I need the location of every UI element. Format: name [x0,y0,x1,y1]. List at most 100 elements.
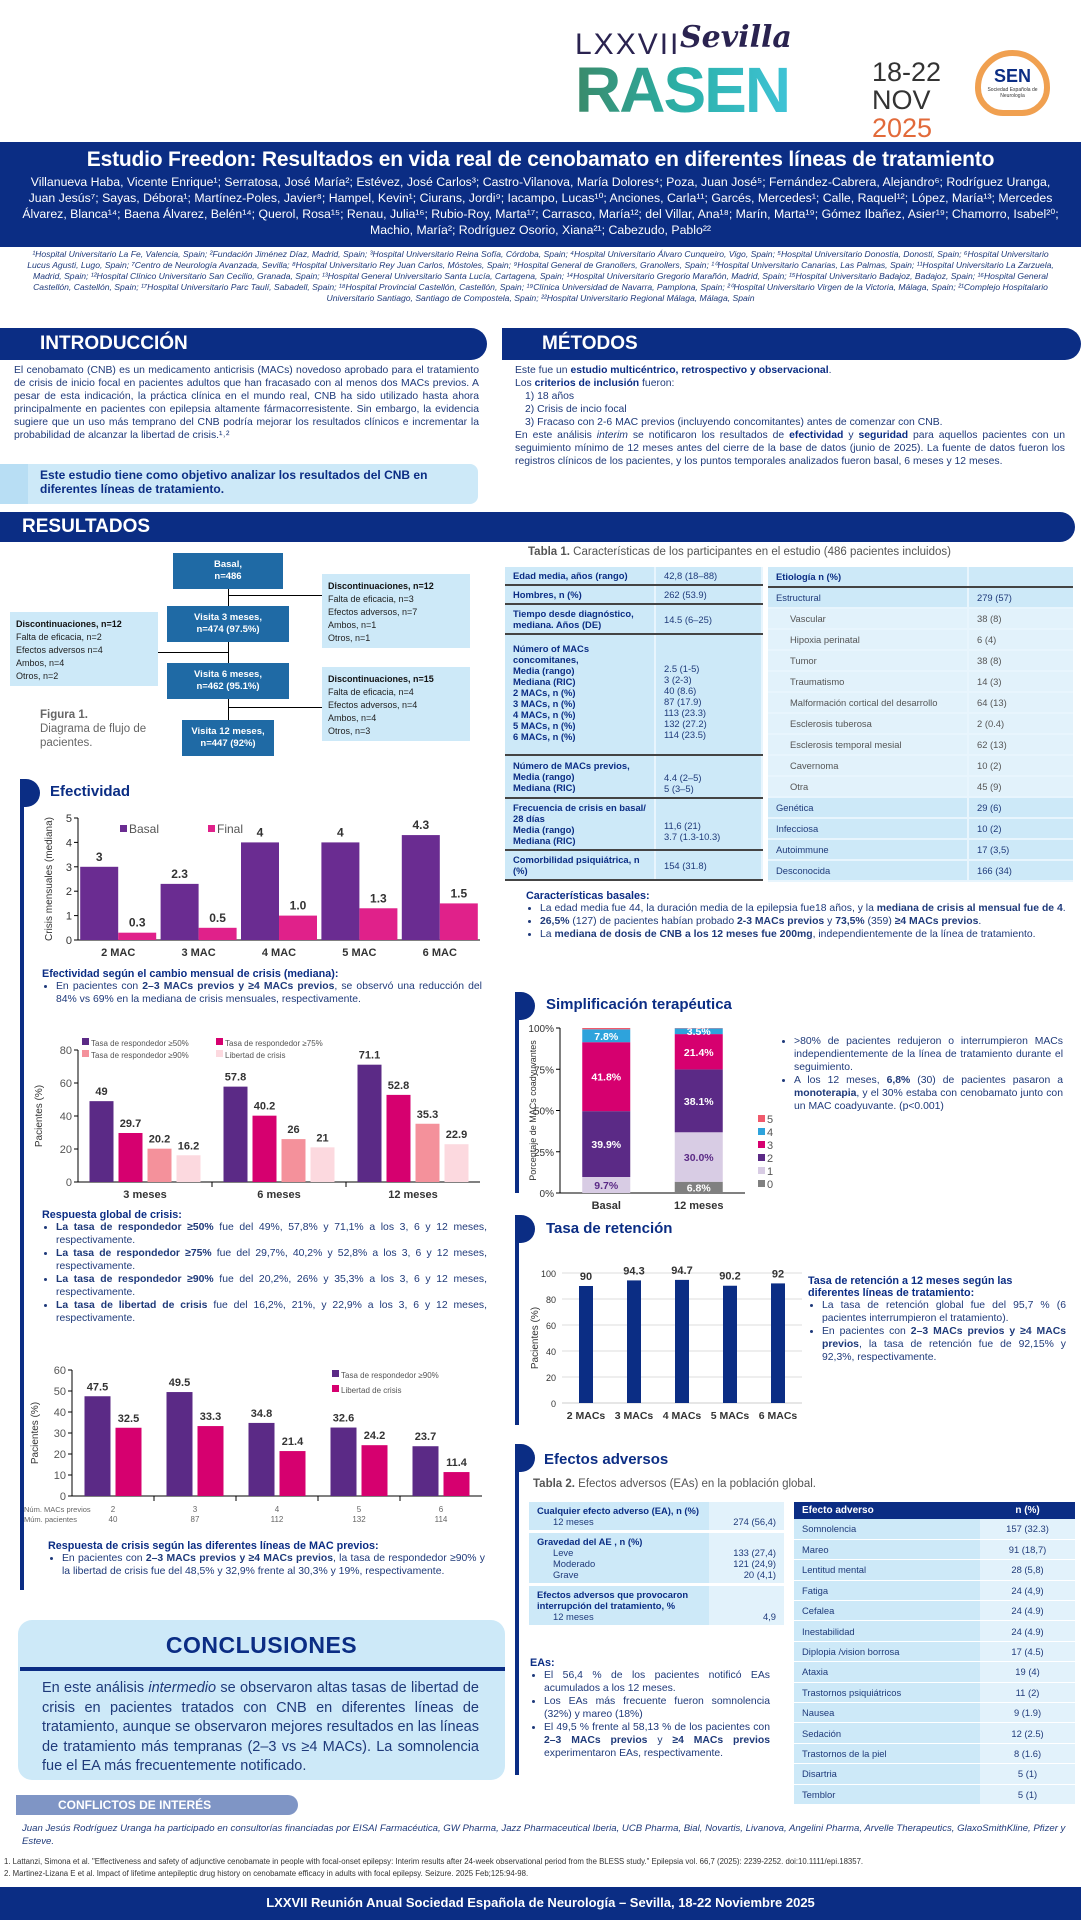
bold-text: ≥4 MACs previos [672,1735,770,1746]
etiology-value: 10 (2) [968,755,1073,777]
bold-text: estudio multicéntrico, retrospectivo y o… [570,365,829,376]
text-segment: (30) de pacientes pasaron a [910,1075,1063,1086]
text-segment: fueron: [639,378,675,389]
data-label: 1.5 [450,886,467,900]
bar-tasa-de-respondedor-90- [147,1148,172,1182]
bar-tasa-de-respondedor-90- [248,1422,275,1496]
data-label: 57.8 [225,1072,246,1084]
reference: 1. Lattanzi, Simona et al. "Effectivenes… [4,1857,864,1866]
data-label: 21.4 [282,1436,304,1448]
row-line: Media (rango) [513,824,575,835]
bar-tasa-de-respondedor-75- [118,1132,143,1182]
effect-name: Disartria [794,1763,981,1785]
row-value: 2.5 (1-5) 3 (2-3) 40 (8.6) 87 (17.9) 113 (23… [655,634,763,756]
caption-text: Efectos adversos (EAs) en la población g… [574,1478,816,1490]
row-line: 2.5 (1-5) [664,662,700,674]
etiology-value: 6 (4) [968,629,1073,651]
bar-tasa-de-respondedor-90- [166,1392,193,1496]
flow-connector [229,595,322,596]
text-segment: La tasa de retención global fue del 95,7… [822,1300,1066,1324]
row-value: 133 (27,4) 121 (24,9) 20 (4,1) [709,1531,784,1586]
row-label: Hombres, n (%) [505,585,656,605]
bold-text: 26,5% [540,916,570,927]
methods-body: Este fue un estudio multicéntrico, retro… [515,364,1065,468]
table-row: Número de MACs previos, Media (rango) Medi… [505,755,763,799]
eas-text: EAs: El 56,4 % de los pacientes notificó… [530,1657,770,1760]
row-heading: Hombres, n (%) [513,589,582,600]
disc-item: Ambos, n=4 [328,713,377,723]
effect-value: 28 (5,8) [980,1559,1075,1581]
section-marker [515,992,535,1020]
etiology-label: Malformación cortical del desarrollo [768,692,969,714]
bar-segment-0 [674,1181,723,1193]
effect-value: 157 (32.3) [980,1519,1075,1540]
caption-title: Tabla 2. [533,1478,575,1490]
legend-swatch [758,1154,765,1161]
row-line: Mediana (RIC) [513,782,576,793]
row-label: Número de MACs previos, Media (rango) Medi… [505,755,656,799]
x-tick-label: 2 MAC [101,947,135,959]
effect-name: Diplopia /vision borrosa [794,1641,981,1663]
legend-swatch [758,1128,765,1135]
etiology-label: Autoimmune [768,839,969,861]
y-axis-label: Pacientes (%) [30,1402,41,1464]
bar-tasa-de-respondedor-50- [223,1086,248,1182]
y-tick-label: 60 [546,1321,556,1331]
x-tick-sublabel: 40 [109,1515,118,1524]
flow-label: Visita 6 meses, [194,669,262,680]
effect-name: Mareo [794,1539,981,1561]
table-row: Disartria 5 (1) [794,1763,1075,1785]
etiology-label: Esclerosis temporal mesial [768,734,969,756]
italic-text: interim [596,430,628,441]
table-row: Lentitud mental 28 (5,8) [794,1559,1075,1581]
text-title: Respuesta de crisis según las diferentes… [48,1540,379,1552]
row-heading: Frecuencia de crisis en basal/ 28 días [513,802,646,824]
etiology-label: Traumatismo [768,671,969,693]
effect-name: Sedación [794,1722,981,1744]
table-row: Traumatismo 14 (3) [768,671,1073,693]
affiliations: ¹Hospital Universitario La Fe, Valencia,… [27,249,1054,303]
y-axis-label: Pacientes (%) [34,1085,45,1147]
effect-value: 12 (2.5) [980,1722,1075,1744]
caption-text: Características de los participantes en … [569,546,951,558]
text-title: Respuesta global de crisis: [42,1209,182,1221]
table-header: Efecto adverso n (%) [794,1502,1075,1519]
disc-title: Discontinuaciones, n=15 [328,674,434,684]
etiology-label: Esclerosis tuberosa [768,713,969,735]
row-label: Múm. pacientes [24,1515,77,1524]
row-heading: Número of MACs concomitanes, [513,643,590,665]
bar-libertad-de-crisis [197,1426,224,1496]
flow-connector [158,652,228,653]
data-label: 6.8% [687,1182,712,1194]
data-label: 90.2 [719,1271,740,1283]
y-axis-label: Crisis mensuales (mediana) [44,817,55,941]
flow-arrow [228,589,229,606]
row-line: 11,6 (21) [664,819,701,831]
table-row: Tumor 38 (8) [768,650,1073,672]
table-row: Trastornos de la piel 8 (1.6) [794,1743,1075,1765]
criterion: 2) Crisis de incio focal [525,404,627,415]
row-line: 133 (27,4) [733,1547,776,1558]
x-tick-label: 4 [275,1505,280,1514]
data-label: 40.2 [254,1101,275,1113]
bullet: La tasa de respondedor ≥90% fue del 20,2… [56,1273,487,1299]
text-segment: se notificaron los resultados de [627,430,790,441]
bold-text: efectividad [789,430,844,441]
data-label: 33.3 [200,1411,221,1423]
data-label: 3 [96,850,103,864]
table-row: Gravedad del AE , n (%) Leve Moderado Grave… [529,1531,784,1586]
column-header: n (%) [980,1502,1075,1519]
table-row: Estructural 279 (57) [768,587,1073,609]
section-rule [515,993,519,1193]
disc-item: Falta de eficacia, n=4 [328,687,414,697]
effect-value: 19 (4) [980,1661,1075,1683]
data-label: 92 [772,1268,784,1280]
basal-characteristics: Características basales: La edad media f… [526,890,1066,941]
row-value: 274 (56,4) [709,1502,784,1533]
row-value: 42,8 (18–88) [655,567,763,586]
table-row: Genética 29 (6) [768,797,1073,819]
x-tick-label: 5 [357,1505,362,1514]
text-segment: Los [515,378,535,389]
chart-respondedores: 0 20 40 60 80 Pacientes (%) 49 29.7 20.2 16.2 3 me… [34,1038,480,1200]
row-heading: Comorbilidad psiquiátrica, n (%) [513,854,640,876]
